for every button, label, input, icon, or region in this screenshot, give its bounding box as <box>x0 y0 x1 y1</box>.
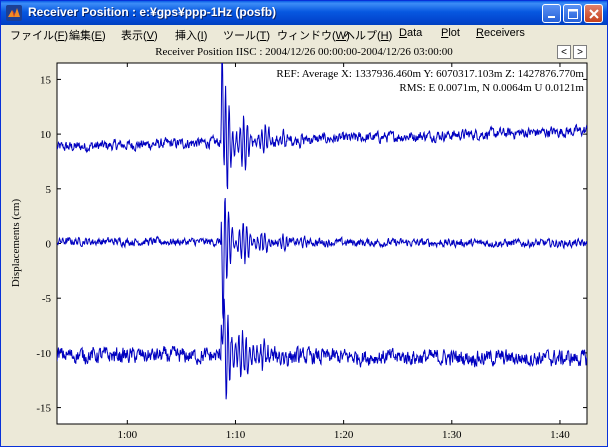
figure-area: Receiver Position IISC : 2004/12/26 00:0… <box>1 43 607 446</box>
menu-label: ウィンドウ( <box>277 30 336 42</box>
menu-label-suffix: ) <box>346 30 350 42</box>
menu-label-suffix: ) <box>388 30 393 42</box>
menu-label-suffix: ) <box>64 30 69 42</box>
displacement-series-line <box>57 63 587 190</box>
y-tick-label: 15 <box>40 74 52 86</box>
y-tick-label: 10 <box>40 129 52 141</box>
menu-accelerator: P <box>441 27 449 39</box>
menu-item-2[interactable]: 表示(V) <box>121 27 158 43</box>
menu-item-0[interactable]: ファイル(F) <box>10 27 68 43</box>
menu-label-suffix: ata <box>406 27 423 39</box>
x-tick-label: 1:20 <box>334 429 354 441</box>
window-title: Receiver Position : e:¥gps¥ppp-1Hz (posf… <box>28 5 277 19</box>
close-icon <box>589 9 599 19</box>
menu-accelerator: E <box>94 30 103 42</box>
x-tick-label: 1:00 <box>118 429 138 441</box>
y-tick-label: 0 <box>46 239 52 251</box>
y-tick-label: -5 <box>42 293 52 305</box>
maximize-icon <box>568 9 578 19</box>
menu-accelerator: D <box>399 27 407 39</box>
minimize-icon <box>548 16 555 18</box>
menu-label: ツール( <box>223 30 260 42</box>
menu-label: ヘルプ( <box>344 30 381 42</box>
y-tick-label: -10 <box>36 348 51 360</box>
menu-label: 表示( <box>121 30 147 42</box>
next-button[interactable]: > <box>573 45 587 59</box>
menu-accelerator: T <box>259 30 267 42</box>
menu-item-7[interactable]: Data <box>399 27 422 39</box>
menu-item-5[interactable]: ウィンドウ(W) <box>277 27 350 43</box>
menu-label: 挿入( <box>175 30 201 42</box>
menu-label-suffix: ) <box>203 30 208 42</box>
menu-label: ファイル( <box>10 30 58 42</box>
menu-accelerator: H <box>380 30 389 42</box>
ref-annotation: REF: Average X: 1337936.460m Y: 6070317.… <box>276 68 584 80</box>
displacement-chart: 15 10 5 0 -5 -10 -15 1:00 1:10 1:20 1:30 1:40 REF:… <box>10 62 588 441</box>
menu-item-1[interactable]: 編集(E) <box>69 27 106 43</box>
x-tick-label: 1:10 <box>226 429 246 441</box>
displacement-series-line <box>57 197 587 319</box>
menu-label-suffix: eceivers <box>483 27 525 39</box>
minimize-button[interactable] <box>542 4 561 23</box>
menu-item-4[interactable]: ツール(T) <box>223 27 270 43</box>
menu-bar: ファイル(F) 編集(E) 表示(V) 挿入(I) ツール(T) ウィンドウ(W) ヘルプ(… <box>1 25 607 43</box>
menu-accelerator: F <box>57 30 65 42</box>
displacement-series-line <box>57 298 587 400</box>
close-button[interactable] <box>584 4 603 23</box>
maximize-button[interactable] <box>563 4 582 23</box>
menu-label-suffix: ) <box>266 30 271 42</box>
menu-item-3[interactable]: 挿入(I) <box>175 27 207 43</box>
title-bar[interactable]: Receiver Position : e:¥gps¥ppp-1Hz (posf… <box>1 1 607 25</box>
y-tick-label: 5 <box>46 184 52 196</box>
rms-annotation: RMS: E 0.0071m, N 0.0064m U 0.0121m <box>399 82 584 94</box>
menu-item-9[interactable]: Receivers <box>476 27 525 39</box>
menu-label: 編集( <box>69 30 95 42</box>
prev-button[interactable]: < <box>557 45 571 59</box>
menu-accelerator: I <box>200 30 204 42</box>
y-tick-label: -15 <box>36 403 51 415</box>
menu-label-suffix: ) <box>102 30 106 42</box>
x-tick-label: 1:30 <box>442 429 462 441</box>
menu-accelerator: R <box>476 27 484 39</box>
y-axis-label: Displacements (cm) <box>10 199 22 288</box>
menu-label-suffix: lot <box>448 27 460 39</box>
plot-title: Receiver Position IISC : 2004/12/26 00:0… <box>155 46 453 58</box>
x-tick-label: 1:40 <box>550 429 570 441</box>
menu-label-suffix: ) <box>154 30 158 42</box>
menu-item-8[interactable]: Plot <box>441 27 460 39</box>
menu-item-6[interactable]: ヘルプ(H) <box>344 27 392 43</box>
matlab-icon <box>6 5 22 21</box>
menu-accelerator: W <box>335 30 347 42</box>
menu-accelerator: V <box>146 30 155 42</box>
